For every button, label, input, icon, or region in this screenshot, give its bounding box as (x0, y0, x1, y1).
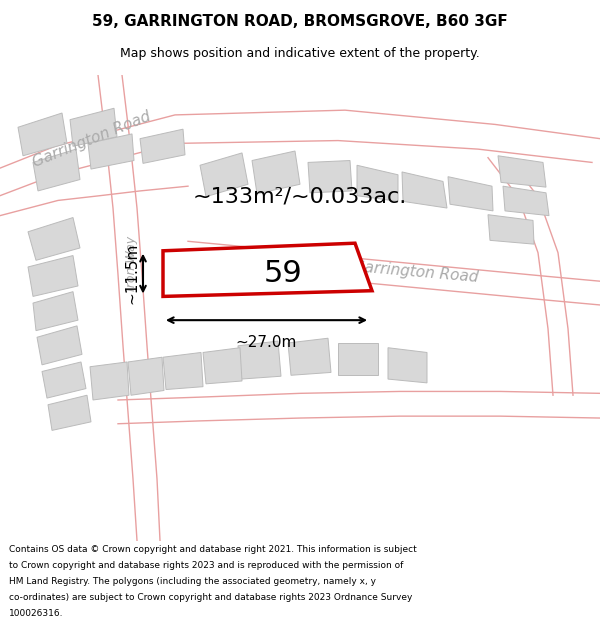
Text: Map shows position and indicative extent of the property.: Map shows position and indicative extent… (120, 48, 480, 61)
Polygon shape (48, 395, 91, 431)
Polygon shape (18, 113, 67, 156)
Polygon shape (488, 214, 534, 244)
Polygon shape (37, 326, 82, 365)
Polygon shape (88, 134, 134, 169)
Polygon shape (448, 177, 493, 211)
Polygon shape (357, 165, 398, 201)
Polygon shape (288, 338, 331, 375)
Polygon shape (238, 341, 281, 379)
Polygon shape (140, 129, 185, 163)
Text: Iron Way: Iron Way (125, 236, 139, 291)
Polygon shape (163, 352, 203, 389)
Text: Contains OS data © Crown copyright and database right 2021. This information is : Contains OS data © Crown copyright and d… (9, 545, 417, 554)
Text: co-ordinates) are subject to Crown copyright and database rights 2023 Ordnance S: co-ordinates) are subject to Crown copyr… (9, 593, 412, 602)
Polygon shape (388, 348, 427, 383)
Text: HM Land Registry. The polygons (including the associated geometry, namely x, y: HM Land Registry. The polygons (includin… (9, 577, 376, 586)
Text: 59: 59 (264, 259, 302, 288)
Text: Garrington Road: Garrington Road (352, 259, 478, 284)
Polygon shape (503, 186, 549, 216)
Polygon shape (338, 343, 378, 375)
Polygon shape (128, 357, 164, 395)
Text: ~11.5m: ~11.5m (124, 243, 139, 304)
Polygon shape (28, 217, 80, 260)
Text: ~133m²/~0.033ac.: ~133m²/~0.033ac. (193, 187, 407, 207)
Polygon shape (252, 151, 300, 194)
Text: 100026316.: 100026316. (9, 609, 64, 618)
Text: to Crown copyright and database rights 2023 and is reproduced with the permissio: to Crown copyright and database rights 2… (9, 561, 403, 570)
Text: 59, GARRINGTON ROAD, BROMSGROVE, B60 3GF: 59, GARRINGTON ROAD, BROMSGROVE, B60 3GF (92, 14, 508, 29)
Polygon shape (33, 292, 78, 331)
Polygon shape (33, 149, 80, 191)
Polygon shape (70, 108, 117, 146)
Polygon shape (42, 362, 86, 398)
Polygon shape (200, 153, 248, 197)
Polygon shape (203, 348, 242, 384)
Text: ~27.0m: ~27.0m (236, 336, 297, 351)
Polygon shape (498, 156, 546, 187)
Polygon shape (28, 256, 78, 296)
Polygon shape (402, 172, 447, 208)
Polygon shape (163, 243, 372, 296)
Text: Garrington Road: Garrington Road (31, 109, 153, 170)
Polygon shape (308, 161, 352, 193)
Polygon shape (90, 362, 129, 400)
